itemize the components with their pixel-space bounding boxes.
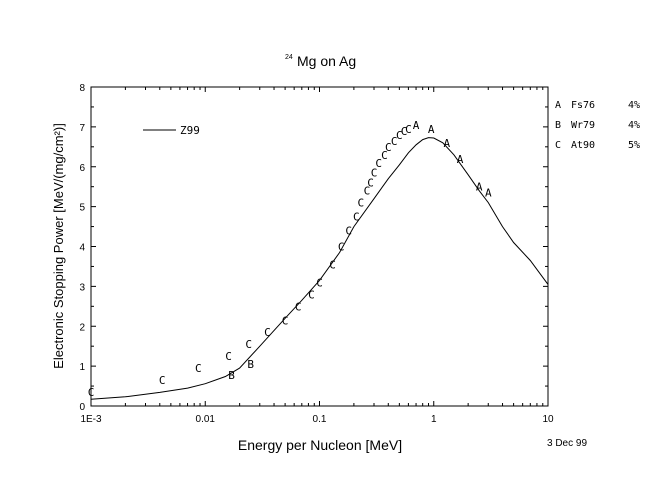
y-tick-label: 7 — [79, 123, 85, 134]
data-point-a: A — [413, 119, 420, 132]
data-point-c: C — [364, 185, 371, 198]
y-tick-labels: 0 1 2 3 4 5 6 7 8 — [79, 83, 85, 413]
reference-legend: A Fs76 4% B Wr79 4% C At90 5% — [555, 100, 640, 151]
data-point-c: C — [371, 167, 378, 180]
data-point-c: C — [385, 141, 392, 154]
data-point-c: C — [264, 326, 271, 339]
data-point-a: A — [476, 181, 483, 194]
data-point-a: A — [485, 187, 492, 200]
legend-marker: B — [555, 120, 561, 131]
data-point-c: C — [225, 350, 232, 363]
data-point-b: B — [228, 369, 235, 382]
data-point-b: B — [247, 358, 254, 371]
legend-reference: Fs76 — [571, 100, 595, 111]
data-point-c: C — [159, 374, 166, 387]
data-point-c: C — [338, 241, 345, 254]
z99-curve — [90, 137, 549, 400]
data-point-a: A — [443, 137, 450, 150]
y-tick-label: 8 — [79, 83, 85, 94]
data-point-a: A — [428, 123, 435, 136]
data-point-c: C — [367, 177, 374, 190]
date-label: 3 Dec 99 — [547, 438, 587, 449]
data-point-c: C — [381, 149, 388, 162]
data-point-c: C — [391, 135, 398, 148]
legend-error: 4% — [628, 120, 640, 131]
y-tick-label: 1 — [79, 362, 85, 373]
x-tick-label: 0.1 — [313, 414, 327, 425]
axis-ticks — [90, 86, 548, 407]
x-tick-label: 0.01 — [196, 414, 216, 425]
x-tick-label: 1E-3 — [80, 414, 102, 425]
data-point-c: C — [396, 129, 403, 142]
legend-marker: C — [555, 140, 561, 151]
curve-legend-label: Z99 — [180, 124, 200, 137]
data-point-c: C — [329, 258, 336, 271]
data-point-c: C — [295, 300, 302, 313]
y-tick-label: 3 — [79, 282, 85, 293]
y-tick-label: 4 — [79, 243, 85, 254]
title-superscript: 24 — [285, 54, 293, 61]
x-tick-labels: 1E-3 0.01 0.1 1 10 — [80, 414, 554, 425]
chart-title: Mg on Ag — [297, 53, 356, 69]
y-axis-label: Electronic Stopping Power [MeV/(mg/cm²)] — [51, 123, 66, 369]
y-tick-label: 6 — [79, 163, 85, 174]
data-point-c: C — [405, 123, 412, 136]
x-tick-label: 10 — [542, 414, 554, 425]
legend-error: 4% — [628, 100, 640, 111]
y-tick-label: 0 — [79, 402, 85, 413]
x-tick-label: 1 — [431, 414, 437, 425]
plot-frame — [90, 86, 549, 407]
legend-marker: A — [555, 100, 561, 111]
legend-reference: Wr79 — [571, 120, 595, 131]
data-point-c: C — [88, 386, 95, 399]
legend-error: 5% — [628, 140, 640, 151]
data-point-c: C — [401, 125, 408, 138]
data-point-c: C — [245, 338, 252, 351]
data-point-c: C — [345, 225, 352, 238]
data-point-c: C — [282, 314, 289, 327]
data-point-c: C — [308, 288, 315, 301]
data-point-c: C — [195, 362, 202, 375]
data-point-c: C — [353, 211, 360, 224]
data-point-c: C — [375, 157, 382, 170]
data-point-a: A — [457, 153, 464, 166]
y-tick-label: 2 — [79, 322, 85, 333]
x-axis-label: Energy per Nucleon [MeV] — [238, 437, 402, 453]
y-tick-label: 5 — [79, 203, 85, 214]
data-point-c: C — [358, 197, 365, 210]
data-point-c: C — [316, 276, 323, 289]
legend-reference: At90 — [571, 140, 595, 151]
